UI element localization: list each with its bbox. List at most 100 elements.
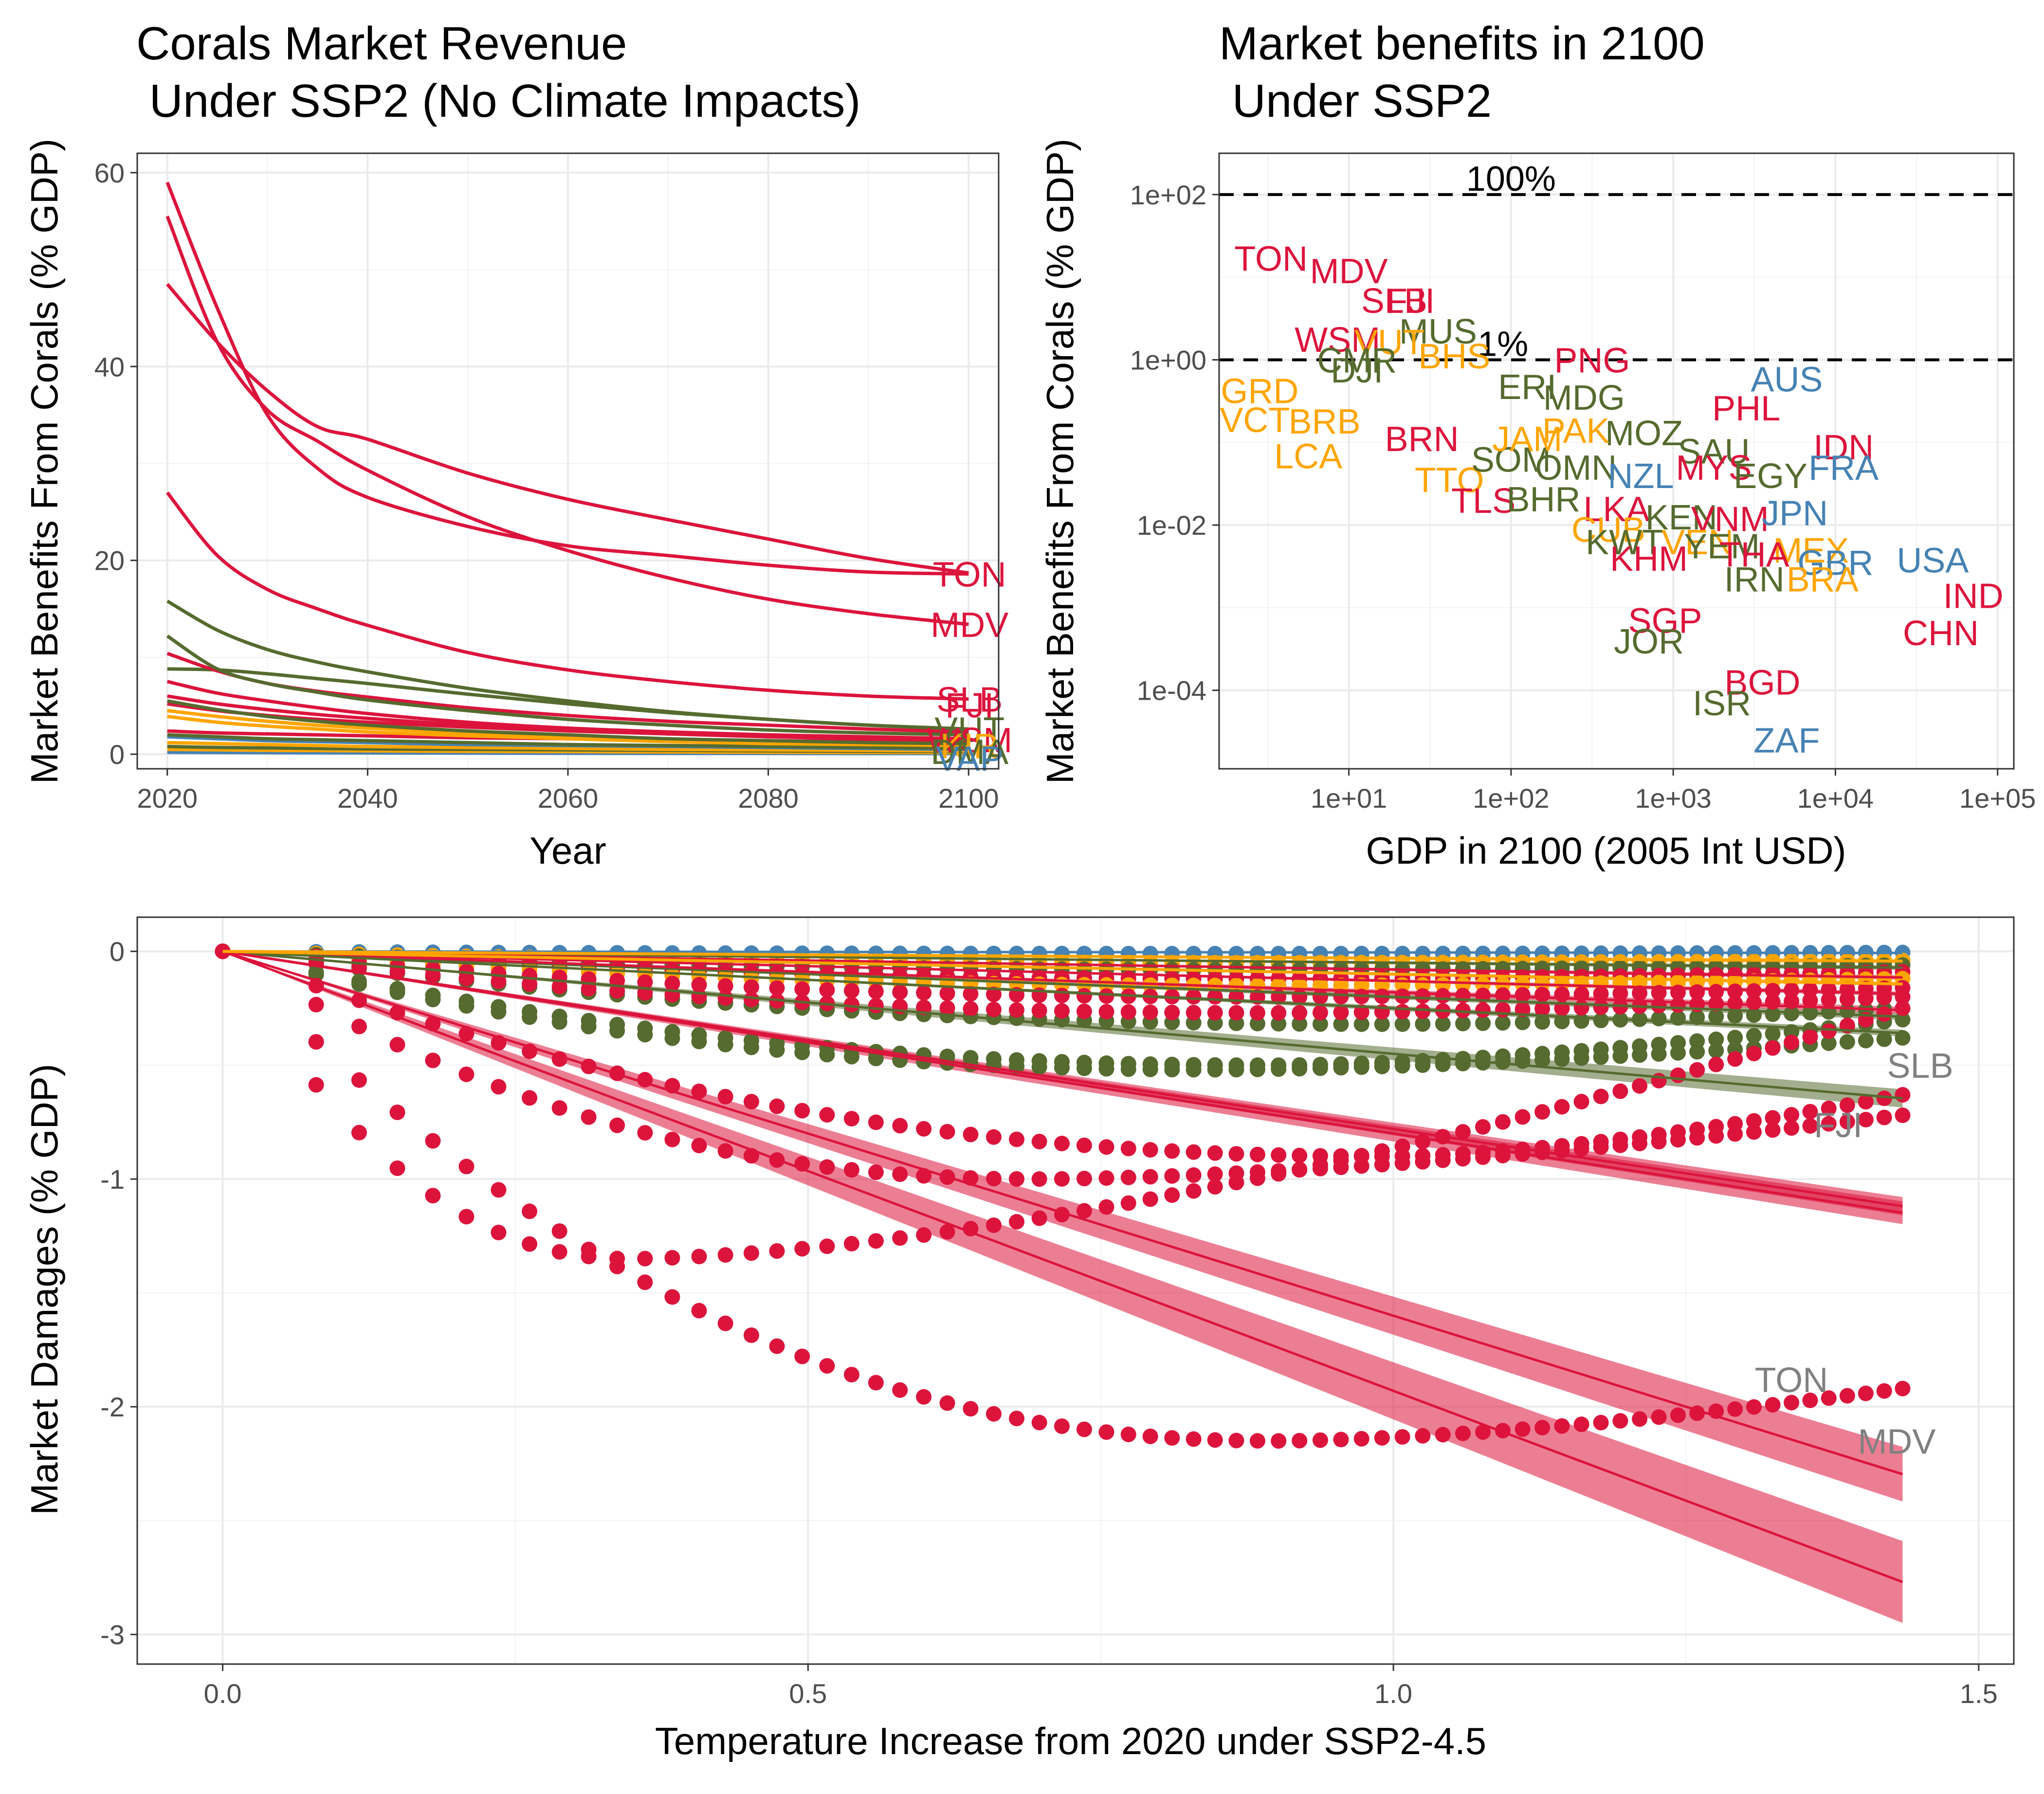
damages-point	[1031, 1210, 1047, 1226]
damages-point	[1593, 1414, 1609, 1431]
damages-point	[458, 970, 474, 986]
benefits-country-label: BRB	[1289, 402, 1361, 441]
damages-points	[215, 943, 1911, 1449]
damages-point	[1802, 982, 1818, 998]
damages-point	[1670, 1045, 1686, 1061]
benefits-country-label: SLB	[1361, 282, 1427, 321]
damages-point	[1098, 1004, 1114, 1020]
damages-point	[1164, 1062, 1180, 1078]
damages-point	[1515, 1421, 1531, 1437]
damages-fit-ribbons	[222, 951, 1903, 1623]
damages-point	[1312, 989, 1328, 1005]
revenue-gridlines	[137, 153, 999, 769]
damages-point	[1727, 1008, 1743, 1024]
damages-point	[609, 1117, 625, 1133]
damages-point	[1186, 1183, 1202, 1199]
damages-point	[939, 1124, 955, 1140]
damages-point	[1312, 1157, 1328, 1173]
damages-point	[1554, 1099, 1570, 1115]
benefits-country-label: GRD	[1221, 372, 1298, 411]
damages-point	[1207, 1005, 1223, 1021]
damages-point	[1186, 1144, 1202, 1160]
revenue-y-tick-label: 40	[94, 351, 125, 382]
benefits-axis-ticks: 1e+01 1e+02 1e+03 1e+04 1e+05 1e-04 1e-02 1e+00…	[1130, 180, 2036, 814]
damages-point	[986, 1171, 1002, 1187]
benefits-country-label: WSM	[1295, 321, 1380, 360]
benefits-country-label: PNG	[1554, 341, 1630, 380]
benefits-country-label: BHS	[1418, 337, 1490, 376]
damages-point	[1651, 997, 1667, 1014]
benefits-country-label: VNM	[1691, 500, 1769, 539]
damages-point	[1554, 976, 1570, 992]
damages-point	[1054, 1060, 1070, 1076]
damages-point	[717, 1088, 733, 1105]
damages-y-tick-label: -1	[100, 1164, 125, 1195]
damages-point	[1228, 1146, 1244, 1162]
damages-point	[1353, 1148, 1369, 1164]
damages-point	[1207, 1062, 1223, 1078]
benefits-country-label: TLS	[1451, 482, 1515, 521]
damages-point	[351, 1018, 367, 1034]
revenue-series-line	[166, 680, 969, 741]
damages-point	[1120, 1169, 1136, 1185]
damages-point	[1142, 1169, 1158, 1185]
benefits-country-label: ZAF	[1753, 722, 1820, 761]
damages-point	[1333, 1152, 1349, 1168]
damages-point	[1076, 988, 1092, 1004]
damages-point	[1821, 1035, 1837, 1051]
damages-point	[1228, 1005, 1244, 1021]
damages-point	[1009, 1214, 1025, 1230]
damages-point	[581, 1018, 597, 1034]
damages-point	[1593, 1013, 1609, 1029]
revenue-end-label: VAP	[936, 740, 1004, 779]
benefits-x-tick-label: 1e+03	[1635, 783, 1712, 814]
damages-point	[1415, 1057, 1431, 1073]
damages-point	[664, 1131, 680, 1147]
damages-point	[1054, 1136, 1070, 1152]
damages-point	[551, 1014, 567, 1030]
damages-point	[1228, 1175, 1244, 1191]
damages-point	[1708, 1056, 1724, 1072]
damages-point	[1670, 1407, 1686, 1423]
damages-point	[1821, 992, 1837, 1008]
damages-point	[1207, 1145, 1223, 1161]
revenue-series-line	[167, 733, 969, 750]
damages-point	[1435, 1152, 1451, 1168]
damages-point	[691, 1138, 707, 1154]
damages-point	[1573, 1094, 1589, 1110]
benefits-country-label: CMR	[1317, 341, 1397, 380]
damages-fit-ribbon	[222, 951, 1903, 1623]
damages-point	[1333, 1060, 1349, 1076]
damages-point	[581, 1109, 597, 1125]
benefits-country-label: TON	[1234, 240, 1308, 279]
damages-point	[609, 1258, 625, 1274]
damages-point	[1455, 1124, 1471, 1140]
damages-point	[794, 1241, 810, 1257]
damages-point	[491, 1004, 507, 1020]
damages-point	[1120, 1195, 1136, 1211]
benefits-y-tick-label: 1e+00	[1130, 344, 1206, 375]
damages-point	[1784, 1120, 1800, 1136]
benefits-country-label: TTO	[1415, 461, 1484, 500]
benefits-title-line2: Under SSP2	[1219, 75, 1492, 127]
damages-point	[1895, 1087, 1911, 1103]
damages-point	[1076, 1003, 1092, 1019]
damages-point	[389, 1160, 405, 1176]
damages-point	[843, 1236, 859, 1252]
damages-point	[1651, 1046, 1667, 1062]
damages-point	[351, 1124, 367, 1141]
damages-point	[916, 1121, 932, 1137]
damages-point	[1593, 1049, 1609, 1065]
damages-point	[1098, 1424, 1114, 1440]
damages-point	[743, 979, 759, 995]
damages-point	[1573, 1000, 1589, 1016]
damages-point	[717, 990, 733, 1006]
damages-y-tick-label: -3	[100, 1619, 125, 1650]
damages-point	[1120, 1004, 1136, 1020]
damages-point	[1098, 1061, 1114, 1077]
damages-point	[1651, 1409, 1667, 1425]
damages-point	[1515, 1015, 1531, 1031]
damages-point	[1415, 1016, 1431, 1032]
revenue-series-lines	[165, 181, 969, 756]
damages-point	[794, 1044, 810, 1060]
